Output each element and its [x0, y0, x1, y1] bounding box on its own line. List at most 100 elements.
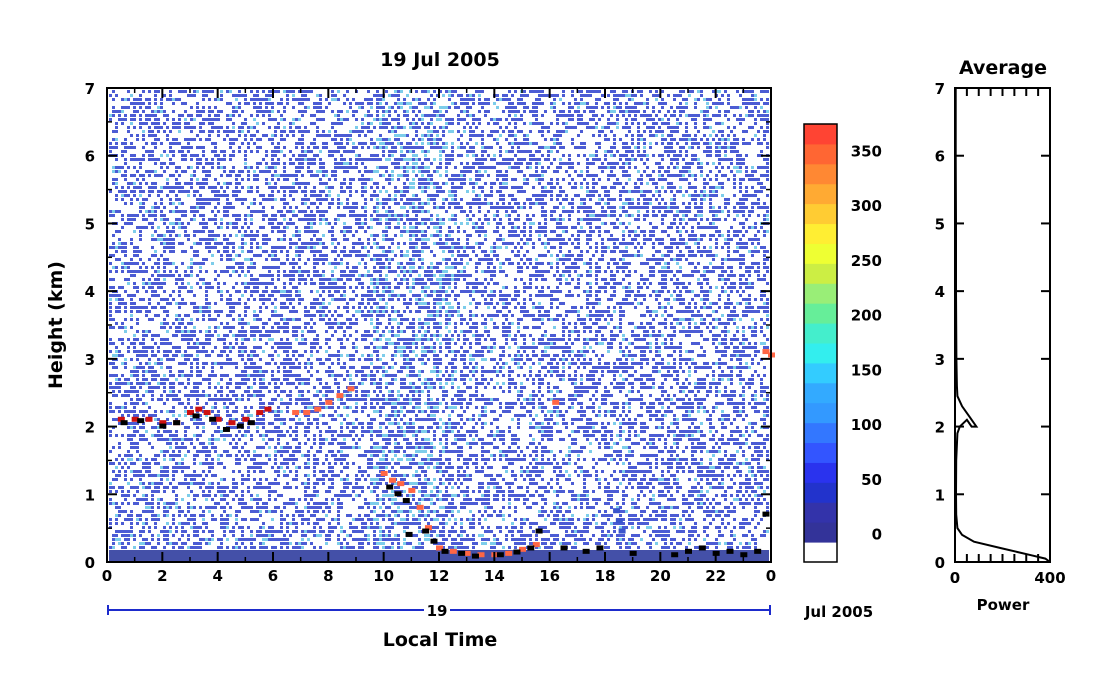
colorbar-cell [804, 243, 837, 264]
x-tick-label: 14 [484, 567, 505, 585]
noise-dark [109, 90, 769, 549]
signal-point [441, 548, 449, 554]
colorbar-cell [804, 422, 837, 444]
signal-point [187, 410, 194, 416]
signal-point [449, 548, 457, 554]
colorbar-cell [804, 183, 837, 205]
colorbar-cell [804, 482, 837, 503]
colorbar-tick-label: 0 [872, 526, 882, 544]
colorbar-cell [804, 323, 837, 344]
signal-point [380, 470, 388, 476]
signal-point [505, 550, 513, 556]
signal-point [347, 386, 355, 392]
average-title: Average [959, 57, 1047, 79]
signal-point [436, 545, 443, 551]
signal-point [463, 550, 471, 556]
colorbar-cell [804, 522, 837, 543]
signal-point [388, 477, 396, 483]
date-month-label: Jul 2005 [804, 603, 873, 621]
colorbar-tick-label: 250 [851, 252, 882, 270]
date-day-label: 19 [427, 602, 448, 620]
x-axis-label: Local Time [383, 629, 498, 651]
signal-point [618, 528, 626, 534]
signal-point [325, 399, 333, 405]
x-tick-label: 8 [323, 567, 333, 585]
x-tick-label: 22 [705, 567, 726, 585]
signal-point [496, 552, 504, 558]
signal-point [117, 416, 125, 422]
colorbar-tick-label: 200 [851, 307, 882, 325]
signal-point [222, 426, 230, 432]
signal-point [471, 553, 479, 559]
average-y-tick-label: 4 [935, 283, 945, 301]
x-tick-label: 6 [268, 567, 278, 585]
signal-point [629, 550, 637, 556]
colorbar-cell [804, 382, 837, 404]
average-x-tick-label: 400 [1034, 569, 1065, 587]
average-panel: Average 0 400 0 1 2 3 4 5 6 7 Power [935, 57, 1066, 614]
signal-point [131, 416, 139, 422]
y-tick-label: 3 [85, 351, 95, 369]
y-axis-label: Height (km) [45, 261, 67, 389]
average-x-ticks: 0 400 [950, 88, 1066, 587]
signal-point [145, 416, 153, 422]
colorbar-cell [804, 362, 837, 384]
signal-point [458, 550, 466, 556]
x-tick-label: 20 [650, 567, 671, 585]
colorbar-tick-label: 150 [851, 361, 882, 379]
noise-light [109, 90, 769, 549]
y-axis-ticks: 0 1 2 3 4 5 6 7 [85, 80, 771, 572]
signal-point [173, 420, 181, 426]
signal-layer [117, 349, 775, 559]
signal-point [192, 413, 200, 419]
signal-point [560, 545, 568, 551]
colorbar-tick-label: 100 [851, 416, 882, 434]
signal-point [424, 525, 432, 531]
signal-point [228, 420, 236, 426]
signal-point [613, 508, 621, 514]
x-tick-label: 4 [212, 567, 222, 585]
main-title: 19 Jul 2005 [380, 49, 500, 71]
average-y-tick-label: 5 [935, 215, 945, 233]
colorbar-cell [804, 542, 837, 563]
colorbar-frame [803, 123, 838, 563]
signal-point [527, 545, 535, 551]
signal-point [740, 552, 748, 558]
signal-point [685, 548, 692, 554]
colorbar-cell [804, 402, 837, 424]
average-y-ticks: 0 1 2 3 4 5 6 7 [935, 80, 1050, 572]
colorbar-tick-label: 300 [851, 197, 882, 215]
date-label-bg [424, 602, 450, 618]
average-y-tick-label: 0 [935, 554, 945, 572]
signal-point [762, 349, 770, 355]
signal-point [513, 549, 521, 555]
y-tick-label: 5 [85, 215, 95, 233]
signal-point [408, 487, 416, 493]
average-y-tick-label: 6 [935, 148, 945, 166]
signal-point [214, 416, 222, 422]
colorbar-tick-label: 50 [861, 471, 882, 489]
signal-point [596, 545, 604, 551]
signal-point [532, 542, 540, 548]
colorbar-cell [804, 143, 837, 165]
signal-point [236, 423, 244, 429]
signal-point [402, 498, 410, 504]
y-tick-label: 2 [85, 419, 95, 437]
average-y-tick-label: 7 [935, 80, 945, 98]
signal-point [247, 420, 255, 426]
signal-point [698, 545, 706, 551]
signal-point [754, 548, 762, 554]
average-profile-line [954, 88, 1051, 563]
signal-point [582, 548, 590, 554]
signal-point [195, 406, 203, 412]
noise-field [109, 90, 769, 562]
colorbar-cell [804, 124, 837, 145]
colorbar-cells [804, 124, 837, 563]
signal-point [203, 410, 211, 416]
signal-point [519, 546, 526, 552]
signal-point [394, 491, 402, 497]
signal-point [256, 410, 264, 416]
average-y-tick-label: 3 [935, 351, 945, 369]
colorbar-cell [804, 502, 837, 523]
